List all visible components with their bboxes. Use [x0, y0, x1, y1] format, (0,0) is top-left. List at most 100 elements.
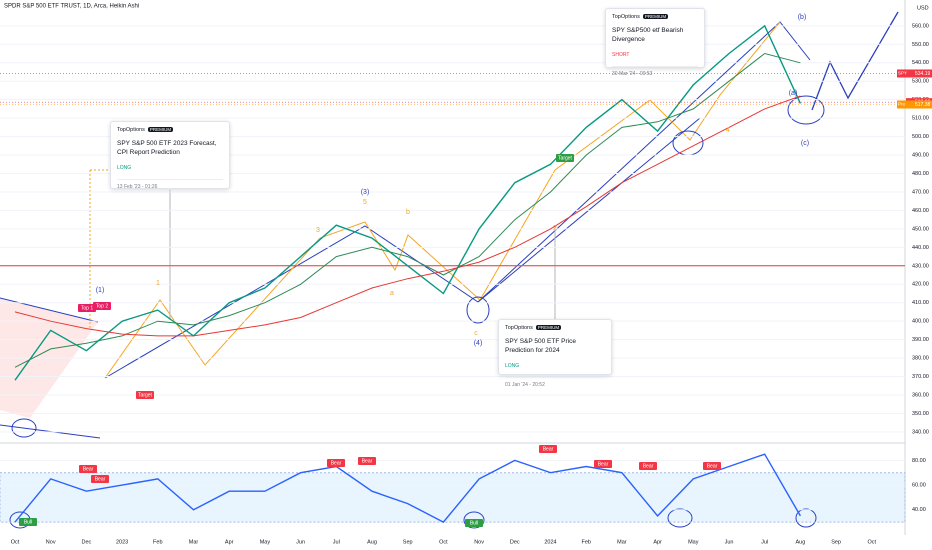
badge: PREMIUM [147, 127, 174, 132]
annotation: b [406, 209, 410, 216]
highlight [466, 296, 490, 324]
annotation-box [19, 518, 37, 526]
x-tick-label: Apr [653, 539, 662, 545]
price-tag-name: SPY [898, 71, 907, 76]
y-tick-label: 430.00 [912, 263, 929, 269]
card-title: SPY S&P 500 ETF Price Prediction for 202… [505, 338, 576, 354]
y-tick-label: 560.00 [912, 23, 929, 29]
annotation: Bull [470, 520, 478, 526]
annotation: Top 2 [96, 303, 108, 309]
x-tick-label: May [688, 539, 699, 545]
idea-card[interactable]: TopOptions PREMIUM SPY S&P 500 ETF 2023 F… [110, 121, 230, 190]
x-tick-label: Oct [868, 539, 877, 545]
highlight [667, 508, 693, 528]
annotation: Bull [24, 519, 32, 525]
card-title: SPY S&P500 etf Bearish Divergence [612, 27, 684, 43]
card-brand: TopOptions PREMIUM [117, 127, 223, 133]
price-tag-name-bg [897, 100, 907, 109]
trend-line [0, 297, 99, 323]
x-tick-label: 2023 [116, 539, 128, 545]
y-tick-label: 340.00 [912, 429, 929, 435]
badge: PREMIUM [535, 325, 562, 330]
idea-card[interactable]: TopOptions PREMIUM SPY S&P500 etf Bearish… [605, 8, 705, 77]
annotation-box [78, 304, 96, 312]
rsi-band [0, 472, 906, 523]
x-tick-label: Jun [725, 539, 734, 545]
annotation: (c) [801, 140, 809, 147]
y-tick-label: 350.00 [912, 411, 929, 417]
y-tick-label: 400.00 [912, 319, 929, 325]
highlight [787, 95, 825, 125]
annotation-box [703, 462, 721, 470]
currency: USD [917, 5, 929, 11]
annotation: (a) [789, 90, 798, 97]
annotation: (4) [474, 340, 483, 347]
x-tick-label: Aug [367, 539, 377, 545]
x-tick-label: Nov [474, 539, 484, 545]
x-tick-label: Oct [439, 539, 448, 545]
x-tick-label: 2024 [544, 539, 556, 545]
annotation-box [639, 462, 657, 470]
y-tick-label: 440.00 [912, 245, 929, 251]
card-brand: TopOptions PREMIUM [612, 14, 698, 20]
x-tick-label: Feb [581, 539, 590, 545]
x-tick-label: Sep [831, 539, 841, 545]
annotation: Bear [643, 463, 654, 469]
price-tag [906, 100, 932, 109]
annotation: (3) [361, 189, 370, 196]
y-tick-label: 550.00 [912, 42, 929, 48]
y-tick-label: 530.00 [912, 79, 929, 85]
series-line [14, 453, 802, 523]
annotation-box [594, 460, 612, 468]
x-tick-label: Apr [225, 539, 234, 545]
annotation: Target [138, 392, 153, 398]
annotation-box [91, 475, 109, 483]
card-signal: LONG [117, 165, 132, 171]
chart-title: SPDR S&P 500 ETF TRUST, 1D, Arca, Heikin… [4, 4, 139, 10]
card-date: 01 Jan '24 - 20:52 [505, 377, 605, 388]
annotation: 2 [553, 225, 557, 232]
annotation: 1 [156, 280, 160, 287]
idea-card[interactable]: TopOptions PREMIUM SPY S&P 500 ETF Price … [498, 319, 612, 388]
annotation: Bear [543, 446, 554, 452]
x-tick-label: Dec [82, 539, 92, 545]
x-tick-label: Jul [333, 539, 340, 545]
series-line [14, 24, 802, 381]
x-tick-label: Mar [617, 539, 627, 545]
y-tick-label: 460.00 [912, 208, 929, 214]
badge: PREMIUM [642, 14, 669, 19]
y-tick-label: 510.00 [912, 116, 929, 122]
card-signal: LONG [505, 363, 520, 369]
brand: TopOptions [505, 325, 533, 331]
card-date: 13 Feb '23 - 01:26 [117, 179, 223, 190]
annotation: 5 [363, 199, 367, 206]
annotation-box [539, 445, 557, 453]
x-tick-label: Sep [403, 539, 413, 545]
series-line [14, 95, 801, 337]
card-date: 30 Mar '24 - 09:53 [612, 66, 698, 77]
price-tag-name-bg [897, 69, 907, 78]
y-tick-label: 360.00 [912, 392, 929, 398]
x-tick-label: Oct [11, 539, 20, 545]
card-signal: SHORT [612, 52, 630, 58]
price-tag-value: 534.19 [915, 71, 931, 77]
projection [811, 11, 899, 111]
annotation: Bear [331, 460, 342, 466]
annotation-box [136, 391, 154, 399]
series-line [14, 52, 801, 368]
annotation: Bear [362, 458, 373, 464]
y-tick-label: 450.00 [912, 226, 929, 232]
x-tick-label: Jul [761, 539, 768, 545]
y-tick-label: 500.00 [912, 134, 929, 140]
price-tag-value: 517.38 [915, 102, 931, 108]
annotation: Bear [95, 476, 106, 482]
annotation: 4 [726, 127, 730, 134]
annotation: (1) [96, 287, 105, 294]
y-tick-label: 370.00 [912, 374, 929, 380]
annotation-box [79, 465, 97, 473]
y-tick-label: 490.00 [912, 153, 929, 159]
annotation: 3 [316, 227, 320, 234]
